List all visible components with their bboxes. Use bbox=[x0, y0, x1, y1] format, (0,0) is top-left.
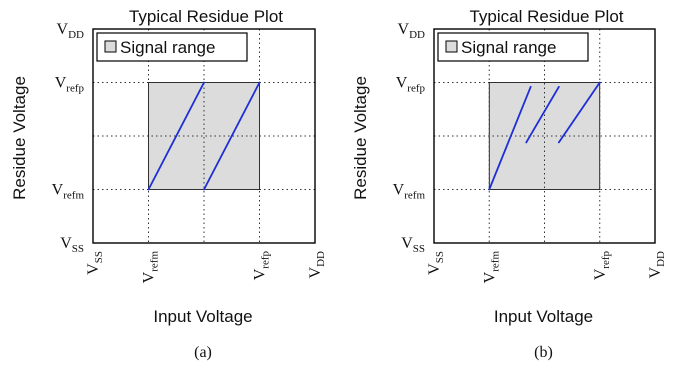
x-tick-label: Vrefm bbox=[481, 251, 501, 284]
x-axis-title: Input Voltage bbox=[494, 307, 593, 326]
y-tick-label: VSS bbox=[401, 235, 425, 255]
legend-label: Signal range bbox=[120, 38, 215, 57]
y-tick-label: Vrefm bbox=[393, 182, 426, 202]
x-tick-label: VDD bbox=[647, 251, 667, 279]
y-tick-label: Vrefp bbox=[55, 75, 85, 95]
y-tick-label: VDD bbox=[398, 21, 426, 41]
legend-label: Signal range bbox=[461, 38, 556, 57]
y-tick-label: VSS bbox=[60, 235, 84, 255]
residue-plot-panel-b: Typical Residue Plot Signal range VSS Vrefm… bbox=[351, 7, 667, 361]
x-tick-label: VSS bbox=[85, 251, 105, 275]
y-tick-label: VDD bbox=[57, 21, 85, 41]
residue-plot-panel-a: Typical Residue Plot Signal range VSS Vrefm… bbox=[10, 7, 327, 361]
y-axis-title: Residue Voltage bbox=[10, 76, 29, 200]
y-tick-label: Vrefm bbox=[52, 182, 85, 202]
y-tick-label: Vrefp bbox=[396, 75, 426, 95]
plot-title: Typical Residue Plot bbox=[469, 7, 623, 26]
x-tick-label: VDD bbox=[307, 251, 327, 279]
plot-frame bbox=[433, 28, 656, 244]
x-tick-label: VSS bbox=[426, 251, 446, 275]
x-tick-label: Vrefp bbox=[252, 251, 272, 281]
legend-box bbox=[437, 32, 589, 62]
y-axis-title: Residue Voltage bbox=[351, 76, 370, 200]
residue-segment bbox=[557, 81, 601, 144]
legend-box bbox=[96, 32, 248, 62]
x-tick-label: Vrefp bbox=[592, 251, 612, 281]
legend-swatch bbox=[445, 40, 458, 53]
x-axis-title: Input Voltage bbox=[153, 307, 252, 326]
signal-range-area bbox=[148, 82, 260, 190]
legend: Signal range bbox=[96, 32, 248, 62]
residue-segment bbox=[488, 85, 532, 191]
plot-frame bbox=[92, 28, 316, 244]
panel-caption: (a) bbox=[194, 344, 212, 361]
legend-swatch bbox=[104, 40, 117, 53]
signal-range-area bbox=[488, 82, 601, 190]
legend: Signal range bbox=[437, 32, 589, 62]
x-tick-label: Vrefm bbox=[141, 251, 161, 284]
residue-segment bbox=[525, 85, 560, 144]
plot-title: Typical Residue Plot bbox=[129, 7, 283, 26]
residue-segment bbox=[203, 81, 261, 191]
residue-segment bbox=[147, 81, 205, 191]
panel-caption: (b) bbox=[534, 344, 553, 361]
